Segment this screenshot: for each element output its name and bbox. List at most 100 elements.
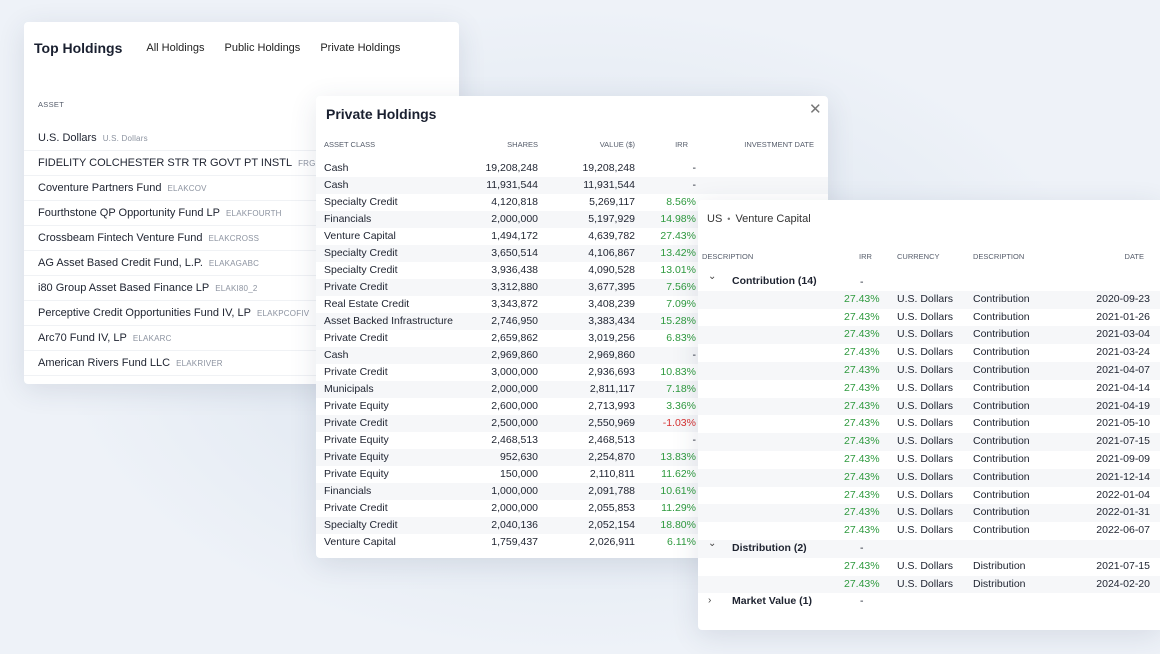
transaction-row[interactable]: 27.43% U.S. Dollars Contribution 2021-09-09 bbox=[698, 451, 1160, 469]
holding-row[interactable]: American Rivers Fund LLC ELAKRIVER bbox=[24, 351, 459, 376]
top-holdings-header: Top Holdings All Holdings Public Holding… bbox=[34, 30, 410, 66]
irr-cell: 27.43% bbox=[844, 328, 880, 341]
irr-cell: 27.43% bbox=[844, 363, 880, 376]
irr-cell: 18.80% bbox=[660, 519, 696, 531]
holding-row[interactable]: Crossbeam Fintech Venture Fund ELAKCROSS bbox=[24, 226, 459, 251]
table-row[interactable]: Private Equity 2,600,000 2,713,993 3.36% bbox=[316, 398, 828, 415]
table-row[interactable]: Venture Capital 1,759,437 2,026,911 6.11% bbox=[316, 534, 828, 551]
value-cell: 5,269,117 bbox=[589, 196, 635, 208]
close-icon[interactable]: ✕ bbox=[809, 101, 822, 118]
holding-row[interactable]: Fourthstone QP Opportunity Fund LP ELAKFO… bbox=[24, 201, 459, 226]
asset-class-cell: Private Credit bbox=[324, 502, 388, 514]
holding-row[interactable]: i80 Group Asset Based Finance LP ELAKI80_… bbox=[24, 276, 459, 301]
table-row[interactable]: Private Equity 2,468,513 2,468,513 - bbox=[316, 432, 828, 449]
irr-cell: 27.43% bbox=[844, 506, 880, 519]
table-row[interactable]: Venture Capital 1,494,172 4,639,782 27.43% bbox=[316, 228, 828, 245]
holding-row[interactable]: U.S. Dollars U.S. Dollars bbox=[24, 126, 459, 151]
date-cell: 2022-01-04 bbox=[1096, 488, 1150, 501]
holding-ticker: ELAKAGABC bbox=[208, 258, 260, 268]
transaction-row[interactable]: 27.43% U.S. Dollars Contribution 2020-09-23 bbox=[698, 290, 1160, 309]
col-currency: CURRENCY bbox=[897, 252, 940, 261]
shares-cell: 2,746,950 bbox=[491, 315, 538, 327]
transaction-row[interactable]: 27.43% U.S. Dollars Contribution 2022-01-04 bbox=[698, 487, 1160, 505]
table-row[interactable]: Real Estate Credit 3,343,872 3,408,239 7.09… bbox=[316, 296, 828, 313]
irr-cell: 27.43% bbox=[844, 417, 880, 430]
asset-class-cell: Private Credit bbox=[324, 281, 388, 293]
chevron-right-icon[interactable]: › bbox=[708, 595, 712, 607]
transaction-row[interactable]: 27.43% U.S. Dollars Distribution 2021-07-15 bbox=[698, 558, 1160, 576]
shares-cell: 2,468,513 bbox=[491, 434, 538, 446]
table-row[interactable]: Private Credit 3,000,000 2,936,693 10.83% bbox=[316, 364, 828, 381]
asset-class-cell: Private Equity bbox=[324, 451, 389, 463]
table-row[interactable]: Cash 19,208,248 19,208,248 - bbox=[316, 160, 828, 177]
date-cell: 2022-01-31 bbox=[1096, 506, 1150, 519]
irr-cell: 27.43% bbox=[844, 559, 880, 572]
transaction-row[interactable]: 27.43% U.S. Dollars Contribution 2021-03-04 bbox=[698, 326, 1160, 345]
holding-name: FIDELITY COLCHESTER STR TR GOVT PT INSTL bbox=[38, 157, 293, 169]
tab-private-holdings[interactable]: Private Holdings bbox=[320, 42, 401, 54]
irr-cell: 27.43% bbox=[844, 435, 880, 448]
asset-column-header: ASSET bbox=[38, 100, 65, 109]
holding-row[interactable]: AG Asset Based Credit Fund, L.P. ELAKAGAB… bbox=[24, 251, 459, 276]
value-cell: 4,639,782 bbox=[588, 230, 635, 242]
shares-cell: 3,343,872 bbox=[491, 298, 538, 310]
table-row[interactable]: Specialty Credit 4,120,818 5,269,117 8.56% bbox=[316, 194, 828, 211]
chevron-down-icon[interactable]: ⌄ bbox=[708, 271, 717, 282]
transaction-row[interactable]: 27.43% U.S. Dollars Contribution 2021-12-14 bbox=[698, 468, 1160, 487]
table-row[interactable]: Specialty Credit 3,936,438 4,090,528 13.01% bbox=[316, 262, 828, 279]
description-cell: Contribution bbox=[973, 310, 1030, 323]
table-row[interactable]: Private Equity 150,000 2,110,811 11.62% bbox=[316, 466, 828, 483]
holding-row[interactable]: FIDELITY COLCHESTER STR TR GOVT PT INSTL… bbox=[24, 151, 459, 176]
transaction-row[interactable]: 27.43% U.S. Dollars Contribution 2021-04-07 bbox=[698, 361, 1160, 380]
transaction-row[interactable]: 27.43% U.S. Dollars Contribution 2021-04-14 bbox=[698, 380, 1160, 398]
transaction-row[interactable]: 27.43% U.S. Dollars Contribution 2021-01-26 bbox=[698, 309, 1160, 327]
asset-class-cell: Cash bbox=[324, 349, 349, 361]
shares-cell: 2,600,000 bbox=[491, 400, 538, 412]
transaction-row[interactable]: 27.43% U.S. Dollars Contribution 2021-05-10 bbox=[698, 415, 1160, 433]
transaction-row[interactable]: 27.43% U.S. Dollars Distribution 2024-02-20 bbox=[698, 575, 1160, 594]
value-cell: 11,931,544 bbox=[583, 179, 635, 191]
transaction-row[interactable]: 27.43% U.S. Dollars Contribution 2021-03-24 bbox=[698, 344, 1160, 362]
shares-cell: 2,000,000 bbox=[491, 383, 538, 395]
irr-cell: - bbox=[692, 434, 697, 446]
group-row[interactable]: ⌄ Distribution (2) - bbox=[698, 537, 1160, 558]
group-row[interactable]: ⌄ Contribution (14) bbox=[698, 271, 1160, 291]
private-holdings-title: Private Holdings bbox=[326, 106, 437, 122]
asset-class-cell: Private Equity bbox=[324, 400, 389, 412]
currency-cell: U.S. Dollars bbox=[897, 417, 954, 430]
irr-cell: 11.62% bbox=[661, 468, 696, 480]
description-cell: Contribution bbox=[973, 470, 1030, 483]
group-name: Distribution (2) bbox=[732, 541, 807, 554]
shares-cell: 19,208,248 bbox=[485, 162, 538, 174]
irr-cell: - bbox=[692, 162, 697, 174]
asset-class-cell: Private Equity bbox=[324, 434, 389, 446]
transaction-row[interactable]: 27.43% U.S. Dollars Contribution 2022-06-07 bbox=[698, 522, 1160, 540]
value-cell: 2,969,860 bbox=[588, 349, 635, 361]
holding-row[interactable]: Coventure Partners Fund ELAKCOV bbox=[24, 176, 459, 201]
breadcrumb-region[interactable]: US bbox=[707, 213, 723, 225]
table-row[interactable]: Private Credit 2,000,000 2,055,853 11.29% bbox=[316, 500, 828, 517]
value-cell: 5,197,929 bbox=[588, 213, 635, 225]
description-cell: Contribution bbox=[973, 346, 1030, 359]
shares-cell: 2,000,000 bbox=[491, 502, 538, 514]
table-row[interactable]: Cash 11,931,544 11,931,544 - bbox=[316, 177, 828, 194]
description-cell: Contribution bbox=[973, 452, 1030, 465]
currency-cell: U.S. Dollars bbox=[897, 363, 954, 376]
description-cell: Distribution bbox=[973, 577, 1026, 590]
tab-all-holdings[interactable]: All Holdings bbox=[146, 42, 205, 54]
table-row[interactable]: Private Credit 2,659,862 3,019,256 6.83% bbox=[316, 330, 828, 347]
col-shares: SHARES bbox=[507, 140, 538, 149]
tab-public-holdings[interactable]: Public Holdings bbox=[224, 42, 301, 54]
holding-row[interactable]: Perceptive Credit Opportunities Fund IV,… bbox=[24, 301, 459, 326]
transaction-row[interactable]: 27.43% U.S. Dollars Contribution 2022-01-31 bbox=[698, 504, 1160, 523]
shares-cell: 2,000,000 bbox=[491, 213, 538, 225]
holding-row[interactable]: Arc70 Fund IV, LP ELAKARC bbox=[24, 326, 459, 351]
chevron-down-icon[interactable]: ⌄ bbox=[708, 537, 717, 549]
holding-name: AG Asset Based Credit Fund, L.P. bbox=[38, 257, 203, 269]
irr-cell: - bbox=[692, 179, 697, 191]
transaction-row[interactable]: 27.43% U.S. Dollars Contribution 2021-07-15 bbox=[698, 433, 1160, 451]
group-row[interactable]: › Market Value (1) - bbox=[698, 593, 1160, 611]
date-cell: 2021-04-14 bbox=[1096, 381, 1150, 394]
asset-class-cell: Specialty Credit bbox=[324, 247, 398, 259]
transaction-row[interactable]: 27.43% U.S. Dollars Contribution 2021-04-19 bbox=[698, 397, 1160, 416]
